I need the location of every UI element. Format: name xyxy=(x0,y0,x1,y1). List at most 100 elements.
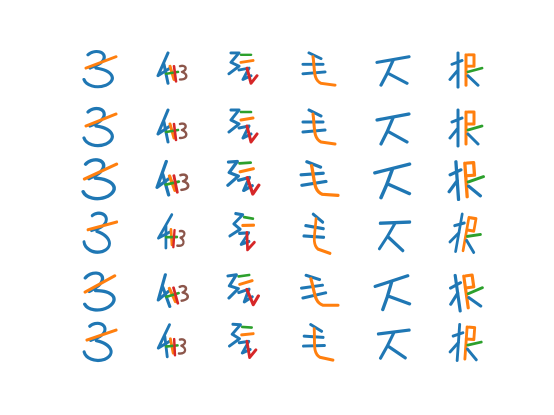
pen-stroke-2 xyxy=(242,215,255,221)
glyph-sample-r4-c5 xyxy=(377,220,412,253)
glyph-column-4 xyxy=(299,51,340,362)
pen-stroke-6 xyxy=(466,175,485,184)
pen-stroke-3 xyxy=(387,235,405,253)
glyph-sample-r5-c4 xyxy=(300,273,340,307)
pen-stroke-2 xyxy=(82,162,119,181)
pen-stroke-3 xyxy=(82,339,113,363)
pen-stroke-4 xyxy=(312,327,335,362)
pen-stroke-2 xyxy=(85,328,118,342)
pen-stroke-5 xyxy=(461,215,471,253)
pen-stroke-4 xyxy=(464,110,476,126)
pen-stroke-1 xyxy=(227,108,241,134)
pen-stroke-6 xyxy=(466,124,484,132)
glyph-sample-r2-c2 xyxy=(156,108,188,144)
pen-stroke-5 xyxy=(463,161,469,199)
pen-stroke-4 xyxy=(463,273,476,290)
glyph-sample-r6-c2 xyxy=(156,323,187,359)
pen-stroke-3 xyxy=(448,126,460,140)
glyph-sample-r1-c5 xyxy=(375,55,411,87)
glyph-sample-r5-c2 xyxy=(156,273,189,308)
pen-stroke-5 xyxy=(463,325,469,361)
pen-stroke-3 xyxy=(448,231,461,244)
pen-stroke-2 xyxy=(381,280,394,312)
glyph-sample-r4-c3 xyxy=(228,211,256,252)
pen-stroke-4 xyxy=(464,53,476,68)
pen-stroke-5 xyxy=(245,124,259,144)
pen-stroke-2 xyxy=(84,112,118,128)
pen-stroke-1 xyxy=(305,160,323,169)
pen-stroke-1 xyxy=(227,51,241,76)
pen-stroke-6 xyxy=(176,229,186,247)
glyph-sample-r1-c1 xyxy=(82,49,118,89)
glyph-sample-r1-c6 xyxy=(448,51,484,89)
pen-stroke-1 xyxy=(307,108,323,118)
pen-stroke-1 xyxy=(307,51,323,61)
pen-stroke-3 xyxy=(240,332,255,337)
glyph-sample-r4-c2 xyxy=(157,213,186,250)
pen-stroke-3 xyxy=(82,66,114,89)
pen-stroke-1 xyxy=(226,273,240,300)
pen-stroke-4 xyxy=(465,216,478,233)
glyph-sample-r6-c4 xyxy=(302,323,335,362)
pen-stroke-3 xyxy=(449,291,460,306)
pen-stroke-2 xyxy=(377,221,397,251)
glyph-sample-r3-c2 xyxy=(155,159,190,197)
pen-stroke-6 xyxy=(178,64,188,81)
pen-stroke-7 xyxy=(466,74,480,87)
pen-stroke-3 xyxy=(82,229,111,254)
pen-stroke-3 xyxy=(82,124,114,148)
pen-stroke-7 xyxy=(465,238,476,254)
pen-stroke-6 xyxy=(178,284,189,302)
pen-stroke-1 xyxy=(228,322,242,348)
glyph-sample-r4-c1 xyxy=(82,211,119,254)
glyph-column-5 xyxy=(373,55,412,360)
pen-stroke-4 xyxy=(237,66,253,81)
pen-stroke-3 xyxy=(387,72,409,85)
pen-stroke-2 xyxy=(379,116,395,146)
glyph-sample-r2-c6 xyxy=(448,108,484,148)
pen-stroke-5 xyxy=(172,174,179,194)
pen-stroke-2 xyxy=(240,325,253,329)
pen-stroke-4 xyxy=(237,339,252,355)
pen-stroke-3 xyxy=(387,345,407,360)
pen-stroke-7 xyxy=(466,184,482,198)
glyph-sample-r5-c3 xyxy=(226,273,260,307)
pen-stroke-5 xyxy=(172,228,176,249)
glyph-sample-r6-c1 xyxy=(82,321,118,363)
pen-stroke-4 xyxy=(237,124,253,140)
pen-stroke-3 xyxy=(387,130,409,144)
glyph-sample-r2-c3 xyxy=(227,108,259,144)
pen-stroke-5 xyxy=(245,176,261,196)
pen-stroke-5 xyxy=(462,274,470,310)
pen-stroke-4 xyxy=(311,112,337,146)
pen-stroke-7 xyxy=(466,347,478,362)
glyph-sample-r3-c6 xyxy=(447,160,485,202)
pen-stroke-1 xyxy=(304,273,322,282)
pen-stroke-4 xyxy=(311,55,337,87)
pen-stroke-4 xyxy=(312,217,332,255)
pen-stroke-1 xyxy=(226,159,240,187)
pen-stroke-3 xyxy=(387,182,412,196)
pen-stroke-2 xyxy=(379,58,395,87)
pen-stroke-4 xyxy=(236,175,254,193)
pen-stroke-3 xyxy=(239,116,255,122)
glyph-sample-r5-c6 xyxy=(449,273,484,313)
glyph-sample-r3-c1 xyxy=(81,158,119,201)
pen-stroke-5 xyxy=(245,287,260,307)
pen-stroke-4 xyxy=(309,164,340,197)
pen-stroke-4 xyxy=(237,287,254,304)
pen-stroke-3 xyxy=(387,294,412,306)
glyph-sample-r6-c5 xyxy=(376,328,411,360)
pen-stroke-3 xyxy=(238,167,255,174)
pen-stroke-6 xyxy=(178,122,188,140)
glyph-sample-r3-c3 xyxy=(226,159,261,196)
glyph-sample-r1-c3 xyxy=(227,51,259,85)
pen-stroke-2 xyxy=(378,331,396,360)
pen-stroke-2 xyxy=(86,220,119,232)
pen-stroke-1 xyxy=(309,323,324,333)
pen-stroke-3 xyxy=(241,223,256,227)
glyph-column-3 xyxy=(226,51,261,359)
pen-stroke-2 xyxy=(379,167,395,200)
